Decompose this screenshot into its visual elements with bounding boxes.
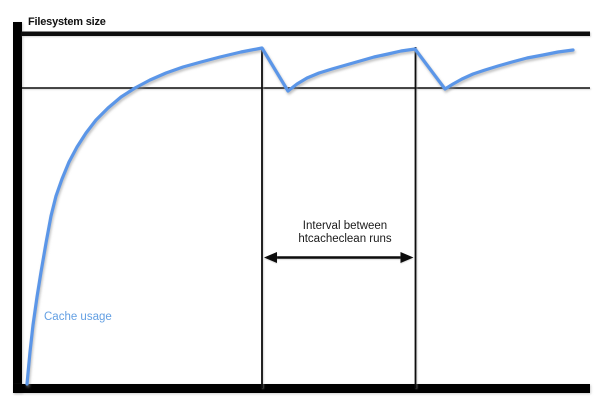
cache-usage-curve: [25, 46, 575, 386]
arrow-head-right-icon: [400, 252, 414, 263]
interval-annotation: Interval between htcacheclean runs: [275, 220, 415, 246]
interval-annotation-line2: htcacheclean runs: [298, 233, 392, 245]
y-axis: [13, 22, 22, 393]
interval-annotation-line1: Interval between: [302, 220, 388, 232]
filesystem-size-label: Filesystem size: [28, 16, 106, 28]
x-axis: [13, 384, 590, 393]
arrow-head-left-icon: [264, 252, 277, 263]
cache-usage-label: Cache usage: [44, 311, 112, 323]
